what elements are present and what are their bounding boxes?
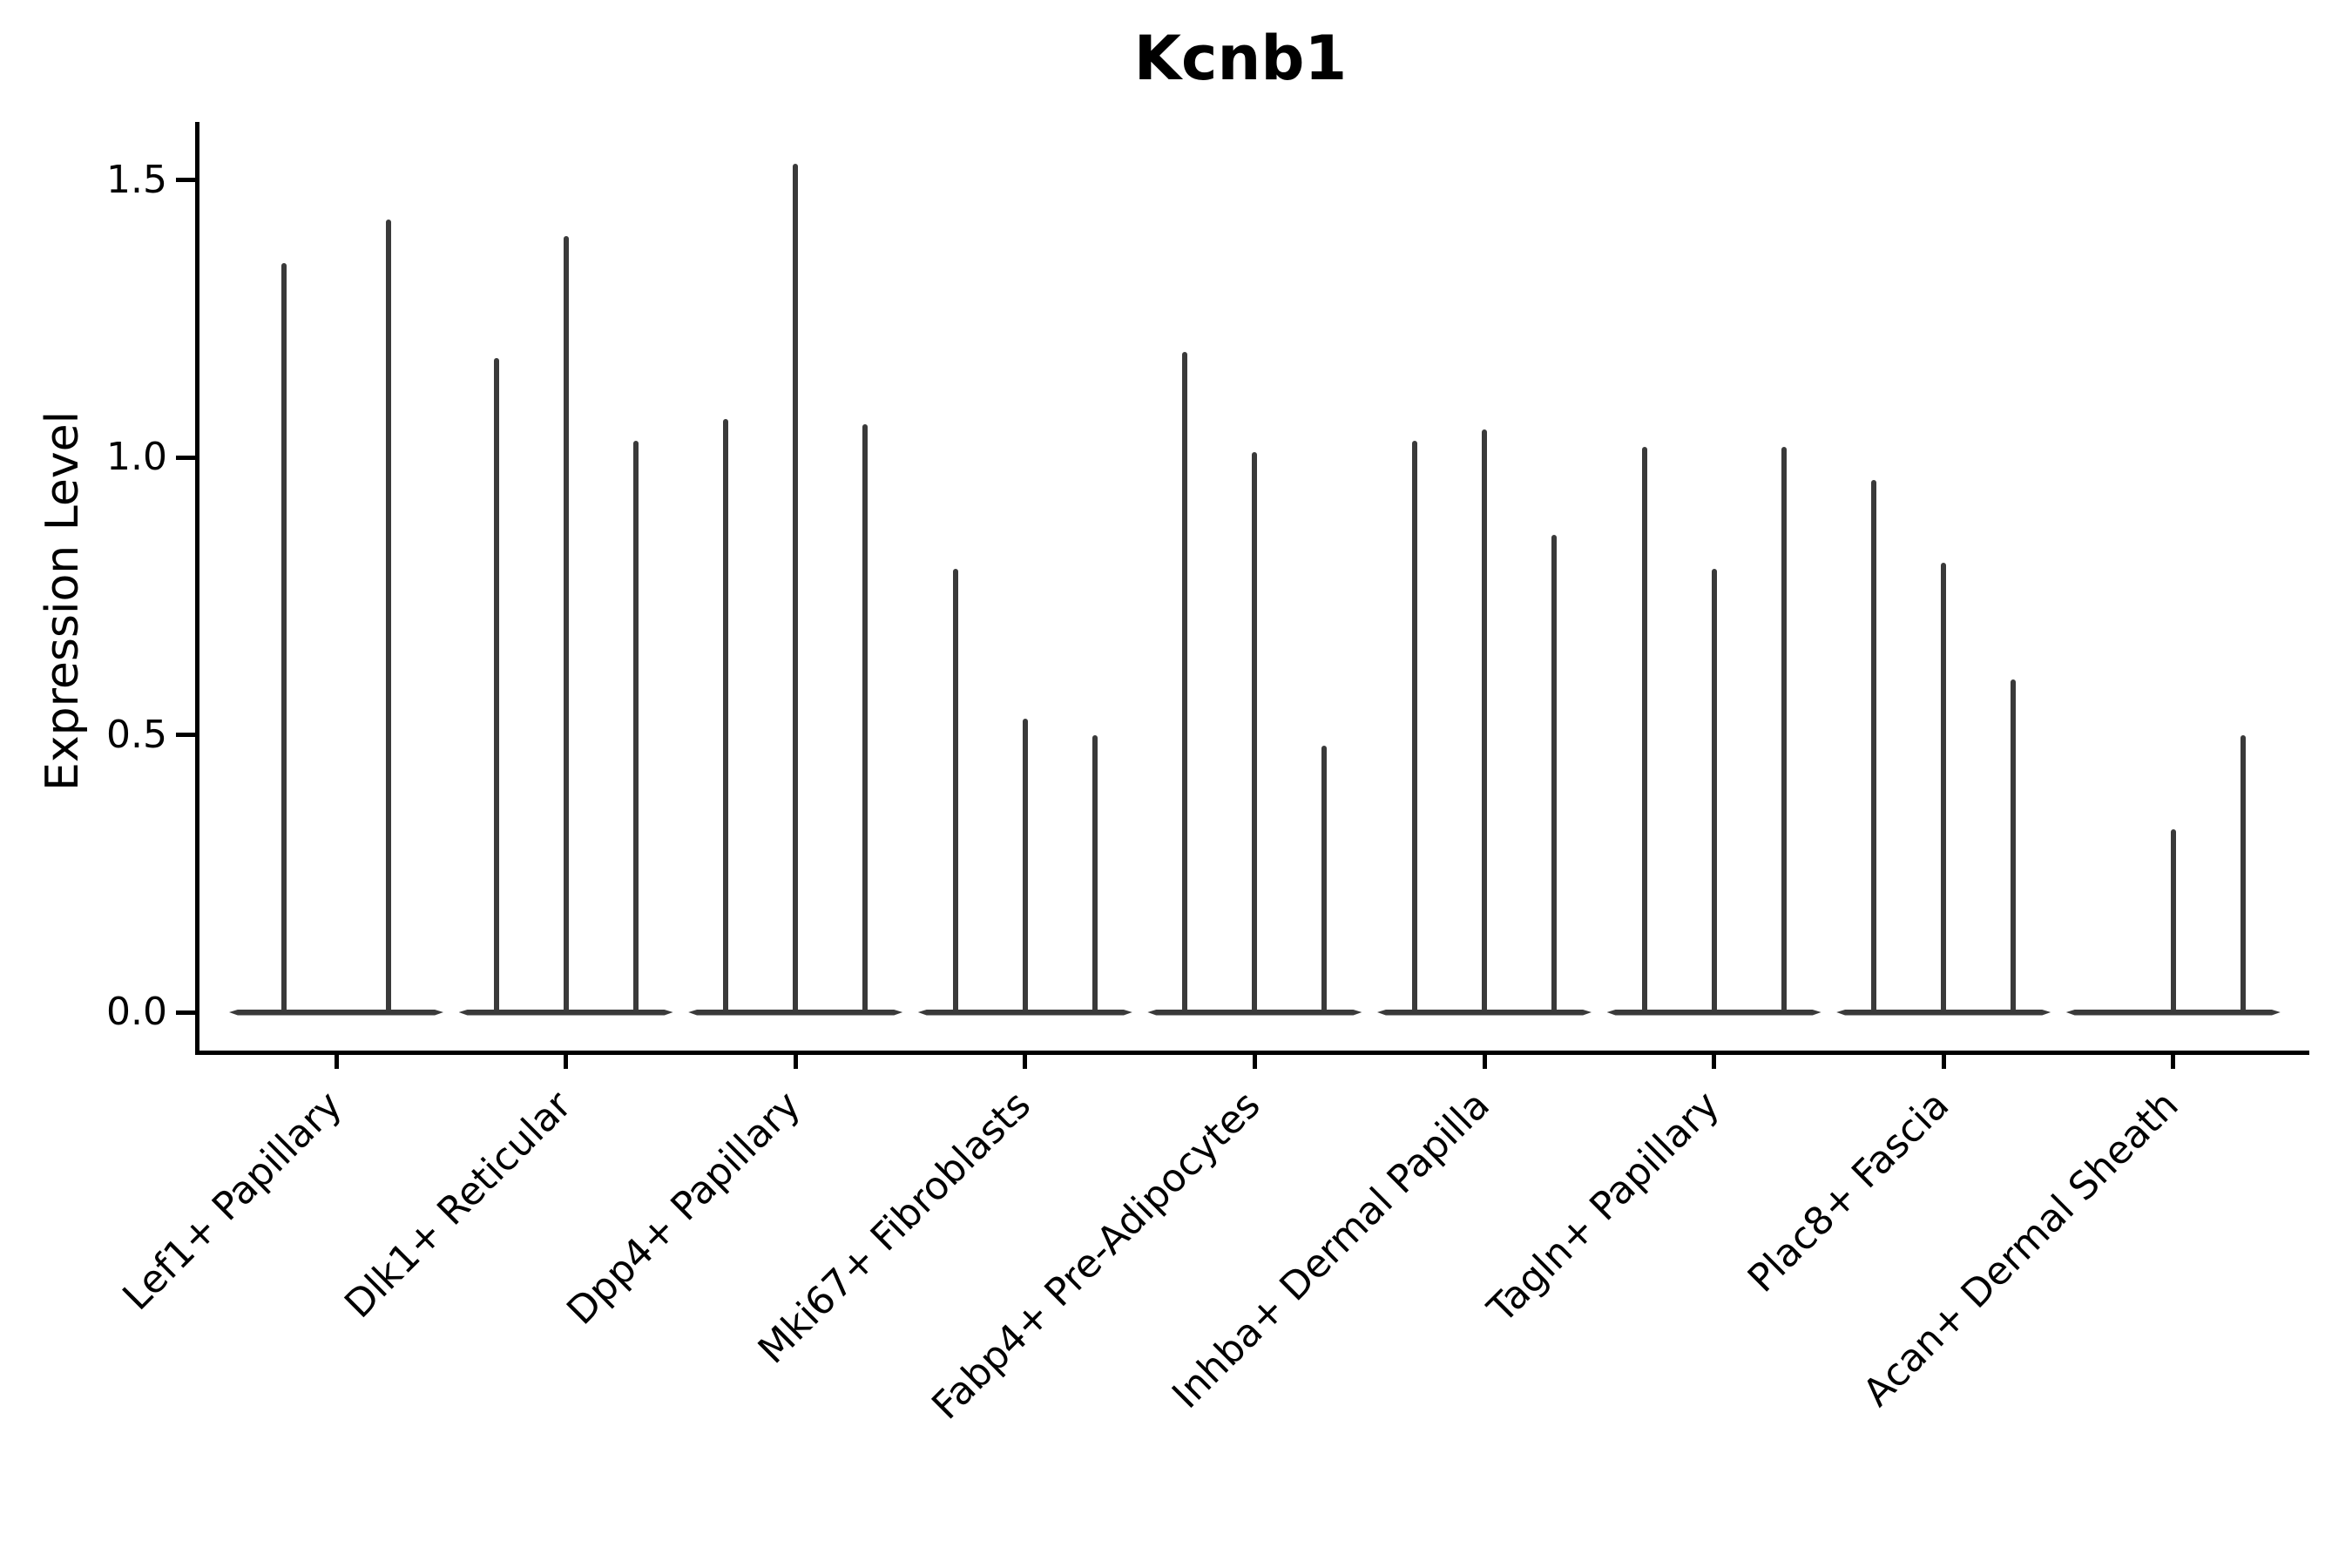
violin-spike	[952, 568, 958, 1015]
x-category-label: Dlk1+ Reticular	[335, 1083, 580, 1327]
violin-spike	[1711, 568, 1717, 1015]
x-tick	[793, 1055, 798, 1069]
x-tick	[564, 1055, 569, 1069]
violin-spike	[632, 441, 639, 1015]
violin-spike	[1781, 446, 1787, 1015]
y-tick	[176, 178, 195, 183]
x-tick	[1023, 1055, 1028, 1069]
violin-spike	[1941, 563, 1947, 1015]
violin-spike	[1252, 451, 1258, 1015]
violin-spike	[862, 424, 868, 1015]
violin-spike	[493, 357, 499, 1015]
violin-baseline	[229, 1010, 443, 1016]
x-category-label: Lef1+ Papillary	[113, 1083, 351, 1320]
violin-spike	[1022, 718, 1028, 1015]
y-tick-label: 0.0	[106, 990, 167, 1034]
violin-spike	[1551, 535, 1557, 1015]
violin-spike	[2011, 679, 2017, 1015]
y-tick-label: 1.0	[106, 435, 167, 480]
y-axis-spine	[194, 122, 199, 1055]
violin-spike	[2240, 734, 2246, 1015]
violin-spike	[281, 263, 287, 1015]
x-category-label: Tagln+ Papillary	[1479, 1083, 1728, 1332]
y-tick-label: 1.5	[106, 157, 167, 202]
x-tick	[1482, 1055, 1487, 1069]
x-tick	[1712, 1055, 1717, 1069]
y-tick	[176, 455, 195, 460]
x-tick	[1941, 1055, 1946, 1069]
x-tick	[2171, 1055, 2176, 1069]
x-category-label: Dpp4+ Papillary	[558, 1083, 810, 1334]
violin-spike	[1641, 446, 1647, 1015]
violin-spike	[1871, 479, 1877, 1015]
violin-spike	[386, 219, 391, 1015]
x-tick	[1252, 1055, 1257, 1069]
violin-spike	[723, 418, 729, 1015]
y-tick	[176, 1010, 195, 1015]
violin-spike	[793, 163, 799, 1015]
violin-spike	[1092, 734, 1098, 1015]
violin-spike	[1482, 429, 1487, 1015]
y-tick-label: 0.5	[106, 712, 167, 757]
chart-title: Kcnb1	[1133, 23, 1348, 94]
violin-spike	[1321, 746, 1328, 1015]
x-axis-spine	[194, 1051, 2309, 1055]
y-tick	[176, 733, 195, 738]
violin-spike	[563, 235, 569, 1015]
violin-spike	[1182, 352, 1188, 1015]
violin-spike	[1412, 441, 1417, 1015]
x-tick	[334, 1055, 339, 1069]
violin-spike	[2170, 828, 2176, 1015]
x-category-label: Plac8+ Fascia	[1739, 1083, 1958, 1301]
